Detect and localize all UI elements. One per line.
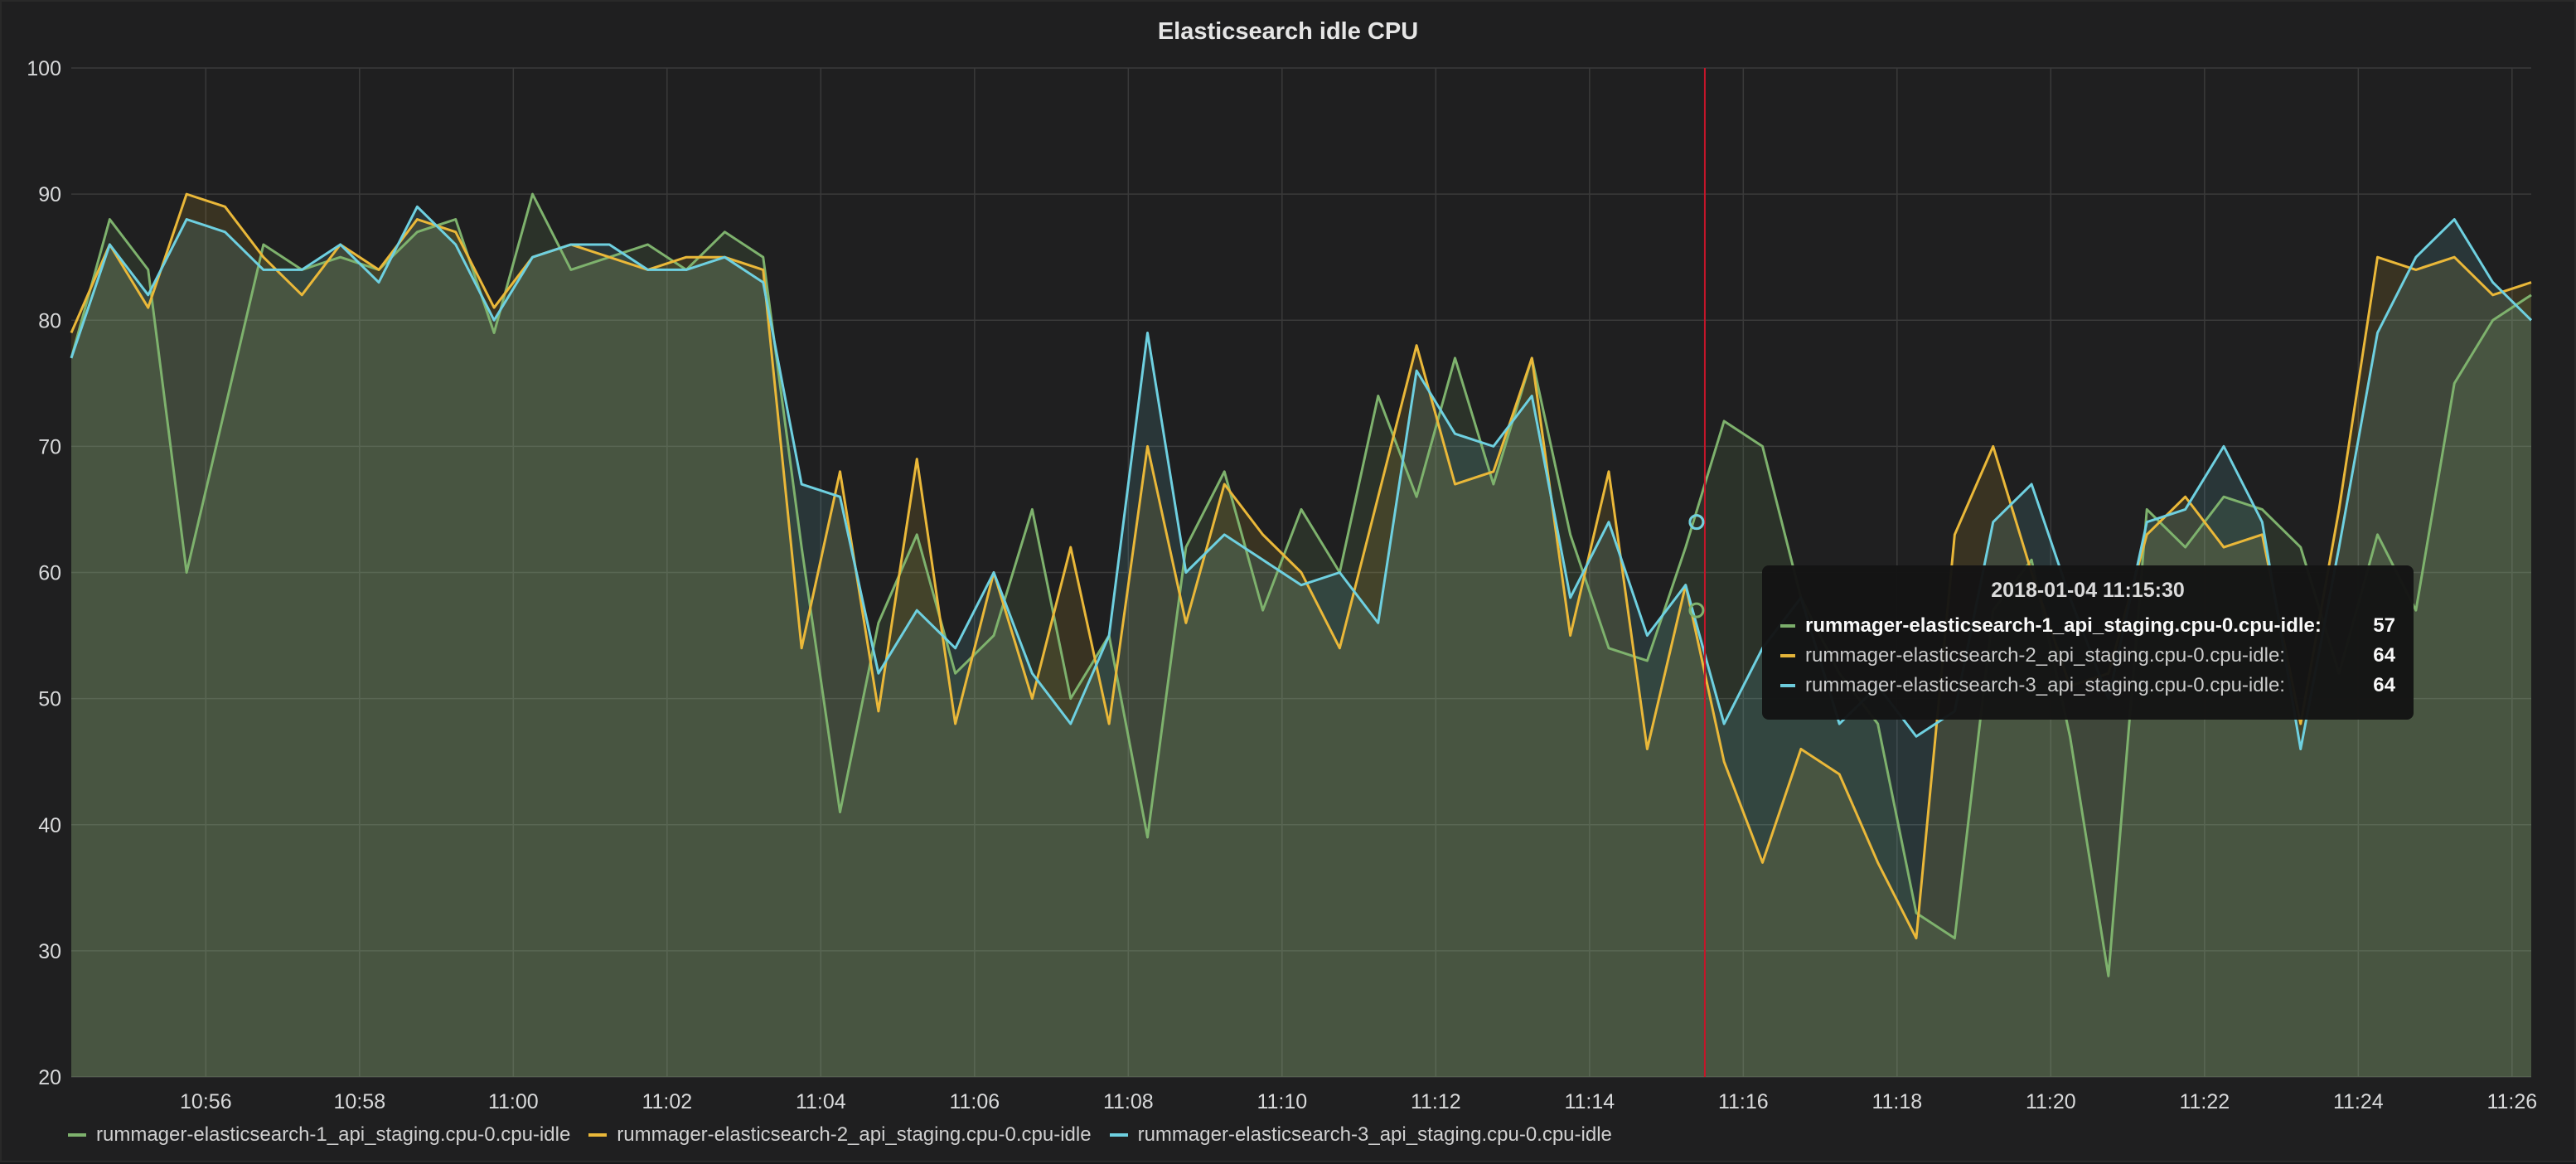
x-tick-label: 11:22: [2179, 1090, 2230, 1113]
y-tick-label: 80: [38, 309, 61, 332]
y-tick-label: 100: [27, 57, 61, 80]
x-tick-label: 11:06: [949, 1090, 1000, 1113]
hover-tooltip: 2018-01-04 11:15:30 rummager-elasticsear…: [1762, 565, 2414, 720]
x-tick-label: 11:12: [1411, 1090, 1461, 1113]
hover-point-marker: [1688, 514, 1705, 531]
tooltip-time: 2018-01-04 11:15:30: [1991, 579, 2185, 602]
series-1-area: [71, 194, 2531, 1077]
tooltip-series-value: 57: [2373, 614, 2395, 637]
x-tick-label: 11:16: [1718, 1090, 1769, 1113]
tooltip-row: rummager-elasticsearch-1_api_staging.cpu…: [1780, 611, 2395, 641]
tooltip-series-name: rummager-elasticsearch-2_api_staging.cpu…: [1805, 644, 2285, 667]
x-tick-label: 11:10: [1257, 1090, 1307, 1113]
legend-item-es2[interactable]: rummager-elasticsearch-2_api_staging.cpu…: [588, 1123, 1092, 1147]
legend: rummager-elasticsearch-1_api_staging.cpu…: [68, 1123, 1630, 1147]
legend-item-es3[interactable]: rummager-elasticsearch-3_api_staging.cpu…: [1109, 1123, 1612, 1147]
series-2-area: [71, 194, 2531, 1077]
x-tick-label: 10:56: [180, 1090, 232, 1113]
y-tick-label: 50: [38, 688, 61, 711]
series-color-swatch: [1780, 624, 1795, 628]
x-tick-label: 11:14: [1564, 1090, 1615, 1113]
series-color-swatch: [1780, 684, 1795, 687]
legend-label: rummager-elasticsearch-1_api_staging.cpu…: [96, 1123, 571, 1146]
y-tick-label: 60: [38, 562, 61, 585]
x-tick-label: 11:20: [2026, 1090, 2076, 1113]
x-tick-label: 11:04: [796, 1090, 846, 1113]
tooltip-row: rummager-elasticsearch-2_api_staging.cpu…: [1780, 641, 2395, 671]
x-tick-label: 10:58: [334, 1090, 386, 1113]
x-tick-label: 11:08: [1103, 1090, 1154, 1113]
x-tick-label: 11:26: [2486, 1090, 2537, 1113]
panel-title[interactable]: Elasticsearch idle CPU: [1157, 18, 1419, 45]
y-tick-label: 70: [38, 435, 61, 458]
tooltip-series-name: rummager-elasticsearch-1_api_staging.cpu…: [1805, 614, 2322, 637]
x-tick-label: 11:00: [488, 1090, 539, 1113]
legend-item-es1[interactable]: rummager-elasticsearch-1_api_staging.cpu…: [68, 1123, 570, 1147]
tooltip-series-value: 64: [2373, 674, 2395, 696]
tooltip-row: rummager-elasticsearch-3_api_staging.cpu…: [1780, 671, 2395, 701]
y-tick-label: 20: [38, 1066, 61, 1089]
x-tick-label: 11:24: [2333, 1090, 2384, 1113]
legend-color-swatch: [588, 1133, 608, 1137]
legend-color-swatch: [68, 1133, 86, 1137]
tooltip-series-value: 64: [2373, 644, 2395, 667]
x-tick-label: 11:18: [1871, 1090, 1922, 1113]
series-color-swatch: [1780, 654, 1795, 657]
hover-point-marker: [1688, 602, 1705, 618]
legend-label: rummager-elasticsearch-3_api_staging.cpu…: [1137, 1123, 1612, 1146]
x-tick-label: 11:02: [642, 1090, 692, 1113]
tooltip-series-name: rummager-elasticsearch-3_api_staging.cpu…: [1805, 674, 2285, 696]
y-tick-label: 30: [38, 940, 61, 963]
y-tick-label: 90: [38, 183, 61, 206]
y-tick-label: 40: [38, 814, 61, 837]
legend-color-swatch: [1109, 1133, 1128, 1137]
series-3-area: [71, 206, 2531, 1077]
legend-label: rummager-elasticsearch-2_api_staging.cpu…: [617, 1123, 1092, 1146]
